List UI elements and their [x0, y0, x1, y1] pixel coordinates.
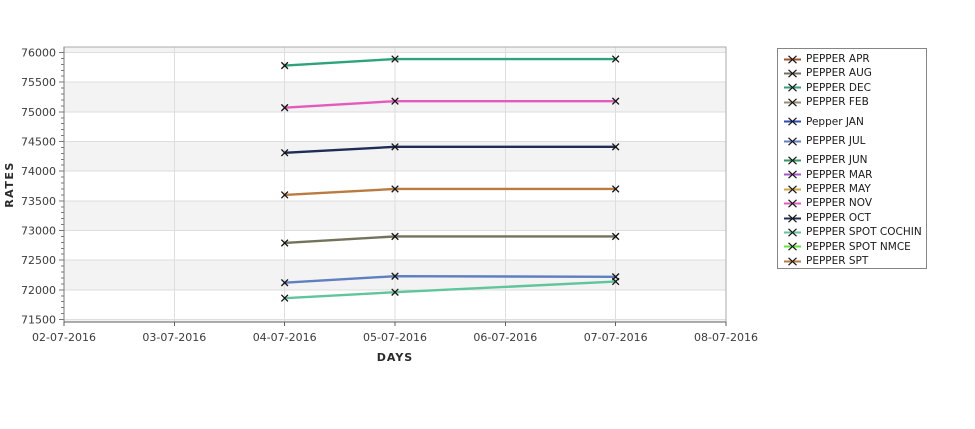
data-point-marker: [280, 103, 289, 112]
data-point-marker: [391, 55, 399, 63]
legend-series-marker-icon: [784, 185, 801, 194]
y-tick-label: 73000: [21, 225, 56, 238]
data-point-marker: [391, 288, 399, 296]
legend-item-label: PEPPER APR: [806, 52, 870, 65]
legend-item-label: PEPPER JUN: [806, 154, 868, 167]
legend-item-label: PEPPER JUL: [806, 134, 866, 147]
y-tick-label: 76000: [21, 47, 56, 60]
x-tick-label: 08-07-2016: [694, 331, 758, 344]
legend-series-marker-icon: [784, 170, 801, 180]
legend-series-marker-icon: [784, 199, 801, 208]
data-point-marker: [391, 232, 399, 241]
legend-item-label: Pepper JAN: [806, 115, 864, 128]
data-point-marker: [391, 272, 399, 280]
legend-item-label: PEPPER AUG: [806, 67, 872, 80]
legend-item-pepper-oct: PEPPER OCT: [784, 211, 926, 225]
legend-series-marker-icon: [784, 257, 801, 266]
legend-series-marker-icon: [784, 137, 801, 146]
data-point-marker: [611, 277, 620, 286]
legend-item-label: PEPPER SPT: [806, 255, 869, 268]
legend-series-marker-icon: [784, 242, 801, 252]
x-tick-label: 06-07-2016: [473, 331, 537, 344]
x-tick-label: 04-07-2016: [253, 331, 317, 344]
y-tick-label: 72000: [21, 284, 56, 297]
legend-item-label: PEPPER SPOT NMCE: [806, 240, 911, 253]
legend-item-pepper-apr: PEPPER APR: [784, 52, 926, 66]
data-point-marker: [391, 185, 399, 193]
legend-series-marker-icon: [784, 213, 801, 223]
y-tick-label: 73500: [21, 195, 56, 208]
legend-item-label: PEPPER MAY: [806, 183, 871, 196]
legend-item-pepper-dec: PEPPER DEC: [784, 81, 926, 95]
data-point-marker: [280, 278, 289, 287]
data-point-marker: [391, 143, 399, 151]
data-point-marker: [611, 97, 620, 105]
data-point-marker: [280, 61, 289, 70]
legend-item-label: PEPPER OCT: [806, 211, 871, 224]
y-tick-label: 72500: [21, 254, 56, 267]
data-point-marker: [611, 55, 620, 63]
y-tick-label: 74500: [21, 136, 56, 149]
legend-series-marker-icon: [784, 98, 801, 107]
legend-series-marker-icon: [784, 55, 801, 64]
legend-item-pepper-nov: PEPPER NOV: [784, 197, 926, 211]
legend-item-pepper-jun: PEPPER JUN: [784, 153, 926, 167]
y-axis-title-wrap: RATES: [1, 47, 17, 322]
x-tick-label: 03-07-2016: [142, 331, 206, 344]
series-line-pepper-dec: [283, 57, 617, 67]
legend-item-pepper-mar: PEPPER MAR: [784, 168, 926, 182]
series-line-pepper-aug: [283, 235, 617, 245]
data-point-marker: [280, 149, 289, 157]
legend-item-pepper-aug: PEPPER AUG: [784, 66, 926, 80]
y-tick-label: 75000: [21, 106, 56, 119]
x-tick-label: 07-07-2016: [584, 331, 648, 344]
legend-series-marker-icon: [784, 117, 801, 126]
legend-series-marker-icon: [784, 156, 801, 165]
legend-item-pepper-jan: Pepper JAN: [784, 115, 926, 129]
data-point-marker: [280, 239, 289, 247]
y-tick-label: 74000: [21, 165, 56, 178]
data-point-marker: [280, 191, 289, 199]
x-tick-label: 05-07-2016: [363, 331, 427, 344]
data-point-marker: [611, 232, 620, 241]
x-tick-label: 02-07-2016: [32, 331, 96, 344]
x-axis-title: DAYS: [376, 351, 414, 364]
legend-series-marker-icon: [784, 228, 801, 237]
legend-item-pepper-spt: PEPPER SPT: [784, 254, 926, 268]
legend-series-marker-icon: [784, 83, 801, 93]
data-point-marker: [611, 185, 620, 193]
legend-series-marker-icon: [784, 69, 801, 78]
legend-item-pepper-jul: PEPPER JUL: [784, 134, 926, 148]
series-line-pepper-spt: [283, 187, 617, 197]
legend-item-label: PEPPER DEC: [806, 81, 871, 94]
legend-item-label: PEPPER NOV: [806, 197, 873, 210]
legend-item-pepper-spot-cochin: PEPPER SPOT COCHIN: [784, 225, 926, 239]
legend-item-pepper-may: PEPPER MAY: [784, 182, 926, 196]
data-point-marker: [391, 97, 399, 105]
legend-item-pepper-feb: PEPPER FEB: [784, 95, 926, 109]
legend-item-label: PEPPER FEB: [806, 96, 869, 109]
chart-plot-area: 71500 72000 72500 73000 73500 74000 74500 75000…: [21, 46, 758, 344]
y-axis-title: RATES: [2, 161, 16, 208]
legend-item-label: PEPPER SPOT COCHIN: [806, 226, 922, 239]
y-tick-label: 71500: [21, 314, 56, 327]
chart-legend: PEPPER APR PEPPER AUG PEPPER DEC PEPPER FEB…: [777, 48, 927, 269]
data-point-marker: [280, 294, 289, 302]
legend-item-pepper-spot-nmce: PEPPER SPOT NMCE: [784, 240, 926, 254]
y-tick-label: 75500: [21, 76, 56, 89]
legend-item-label: PEPPER MAR: [806, 168, 873, 181]
data-point-marker: [611, 143, 620, 151]
